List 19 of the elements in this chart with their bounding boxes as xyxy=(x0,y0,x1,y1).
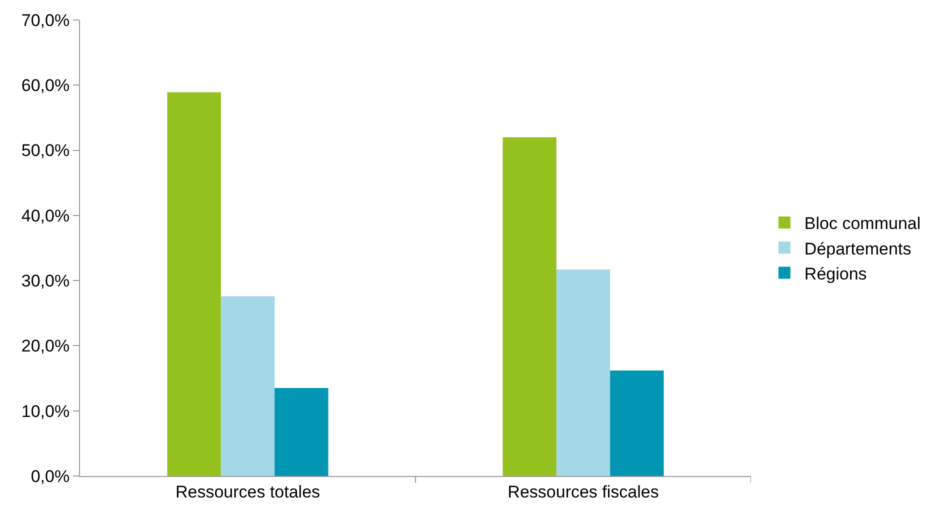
y-tick-label: 40,0% xyxy=(21,206,70,226)
y-tick-label: 0,0% xyxy=(30,466,70,486)
y-tick-label: 50,0% xyxy=(21,141,70,160)
bar xyxy=(274,388,328,476)
x-tick-label: Ressources fiscales xyxy=(508,482,659,502)
y-tick-label: 60,0% xyxy=(21,76,70,96)
bar xyxy=(167,92,221,476)
bar xyxy=(556,270,610,476)
bar xyxy=(610,370,664,476)
bar xyxy=(502,137,556,476)
x-tick-label: Ressources totales xyxy=(175,482,320,502)
y-tick-label: 70,0% xyxy=(21,10,70,30)
y-tick-label: 30,0% xyxy=(21,272,70,291)
legend-label: Régions xyxy=(804,264,867,284)
bar xyxy=(220,296,275,476)
y-tick-label: 10,0% xyxy=(21,402,70,421)
legend-label: Départements xyxy=(804,239,912,258)
legend-label: Bloc communal xyxy=(804,214,921,234)
y-tick-label: 20,0% xyxy=(21,336,70,356)
